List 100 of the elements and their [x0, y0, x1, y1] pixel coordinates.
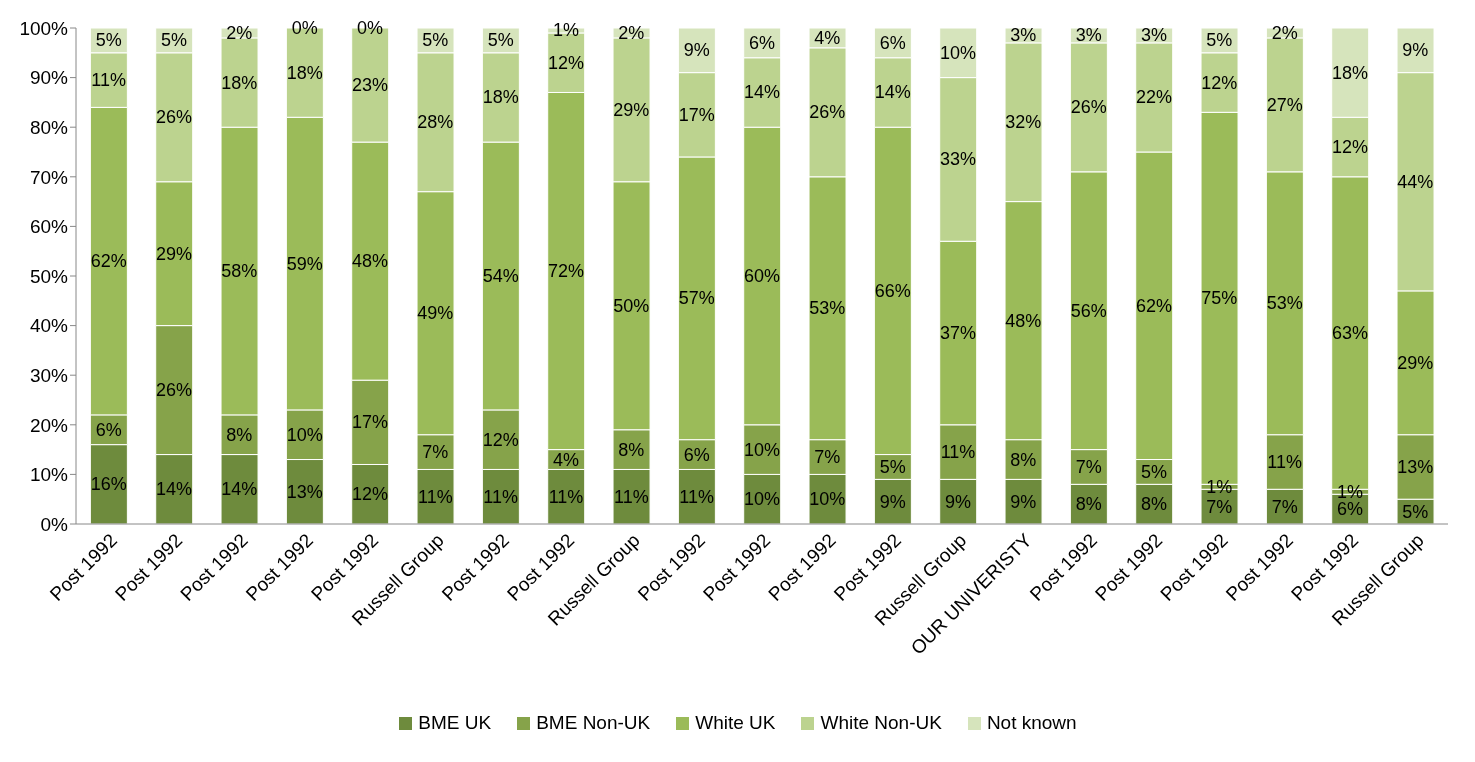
data-label: 4%: [814, 27, 841, 48]
data-label: 9%: [1010, 491, 1037, 512]
data-label: 5%: [487, 30, 514, 51]
data-label: 3%: [1075, 25, 1102, 46]
data-label: 18%: [1331, 62, 1369, 83]
data-label: 57%: [678, 288, 715, 309]
data-label: 17%: [678, 104, 715, 125]
data-label: 14%: [743, 82, 781, 103]
data-label: 11%: [417, 486, 453, 507]
data-label: 29%: [155, 243, 193, 264]
data-label: 13%: [286, 481, 323, 502]
data-label: 9%: [1402, 40, 1429, 61]
data-label: 12%: [1331, 137, 1369, 158]
data-label: 8%: [618, 439, 645, 460]
data-label: 2%: [226, 22, 253, 43]
data-label: 8%: [226, 424, 253, 445]
data-label: 16%: [90, 474, 127, 495]
data-label: 10%: [743, 489, 781, 510]
y-tick-label: 10%: [29, 464, 69, 486]
data-label: 14%: [874, 82, 911, 103]
data-label: 11%: [483, 486, 519, 507]
data-label: 0%: [291, 18, 318, 38]
data-label: 8%: [1075, 494, 1102, 515]
data-label: 7%: [1075, 456, 1102, 477]
data-label: 0%: [356, 18, 384, 38]
data-label: 49%: [417, 303, 454, 324]
data-label: 44%: [1397, 171, 1434, 192]
data-label: 18%: [482, 87, 519, 108]
data-label: 48%: [1005, 310, 1042, 331]
data-label: 6%: [683, 444, 710, 465]
data-label: 23%: [351, 75, 389, 96]
data-label: 11%: [1267, 452, 1303, 472]
data-label: 14%: [221, 479, 258, 500]
data-label: 18%: [286, 62, 323, 83]
data-label: 6%: [879, 32, 906, 53]
data-label: 17%: [351, 412, 389, 433]
y-tick-label: 100%: [19, 17, 69, 39]
data-label: 5%: [160, 30, 188, 51]
data-label: 11%: [548, 486, 584, 507]
y-tick-label: 40%: [29, 315, 69, 337]
data-label: 63%: [1331, 323, 1369, 344]
data-label: 7%: [814, 447, 841, 468]
y-tick-label: 80%: [29, 116, 69, 138]
data-label: 9%: [944, 491, 972, 512]
data-label: 11%: [940, 442, 976, 463]
data-label: 11%: [613, 486, 649, 507]
data-label: 11%: [91, 70, 127, 91]
data-label: 5%: [95, 30, 122, 51]
data-label: 5%: [422, 30, 449, 51]
data-label: 26%: [155, 107, 193, 128]
data-label: 4%: [552, 449, 580, 470]
data-label: 26%: [809, 102, 846, 123]
data-label: 50%: [613, 295, 650, 316]
data-label: 5%: [879, 456, 906, 477]
data-label: 10%: [939, 42, 977, 63]
data-label: 7%: [1206, 496, 1233, 517]
data-label: 75%: [1201, 288, 1238, 309]
data-label: 26%: [155, 380, 193, 401]
data-label: 27%: [1266, 94, 1303, 115]
data-label: 8%: [1140, 494, 1168, 515]
data-label: 10%: [743, 439, 781, 460]
data-label: 14%: [155, 479, 193, 500]
data-label: 9%: [879, 491, 906, 512]
data-label: 1%: [552, 20, 580, 41]
data-label: 18%: [221, 72, 258, 93]
data-label: 60%: [743, 266, 781, 286]
legend-label: BME Non-UK: [536, 712, 651, 734]
data-label: 7%: [422, 442, 449, 463]
data-label: 2%: [618, 22, 645, 43]
y-tick-label: 90%: [29, 67, 69, 89]
data-label: 29%: [613, 99, 650, 120]
data-label: 32%: [1005, 112, 1042, 133]
legend-label: Not known: [986, 712, 1077, 734]
data-label: 9%: [683, 40, 710, 61]
y-tick-label: 30%: [29, 364, 69, 386]
data-label: 11%: [679, 486, 715, 507]
data-label: 6%: [748, 32, 776, 53]
data-label: 58%: [221, 261, 258, 282]
data-label: 3%: [1140, 25, 1168, 46]
data-label: 5%: [1402, 501, 1429, 522]
data-label: 53%: [1266, 293, 1303, 314]
data-label: 5%: [1206, 30, 1233, 51]
data-label: 33%: [939, 149, 977, 170]
data-label: 56%: [1070, 300, 1107, 321]
data-label: 66%: [874, 280, 911, 301]
data-label: 12%: [1201, 72, 1238, 93]
data-label: 6%: [95, 419, 122, 440]
data-label: 28%: [417, 112, 454, 133]
legend-label: BME UK: [418, 712, 492, 734]
y-tick-label: 20%: [29, 414, 69, 436]
data-label: 59%: [286, 253, 323, 274]
data-label: 37%: [939, 323, 977, 344]
data-label: 12%: [482, 429, 519, 450]
data-label: 13%: [1397, 456, 1434, 477]
data-label: 26%: [1070, 97, 1107, 118]
data-label: 7%: [1271, 496, 1298, 517]
y-tick-label: 0%: [40, 513, 69, 535]
data-label: 12%: [547, 52, 585, 73]
data-label: 62%: [90, 251, 127, 272]
data-label: 12%: [351, 484, 389, 505]
